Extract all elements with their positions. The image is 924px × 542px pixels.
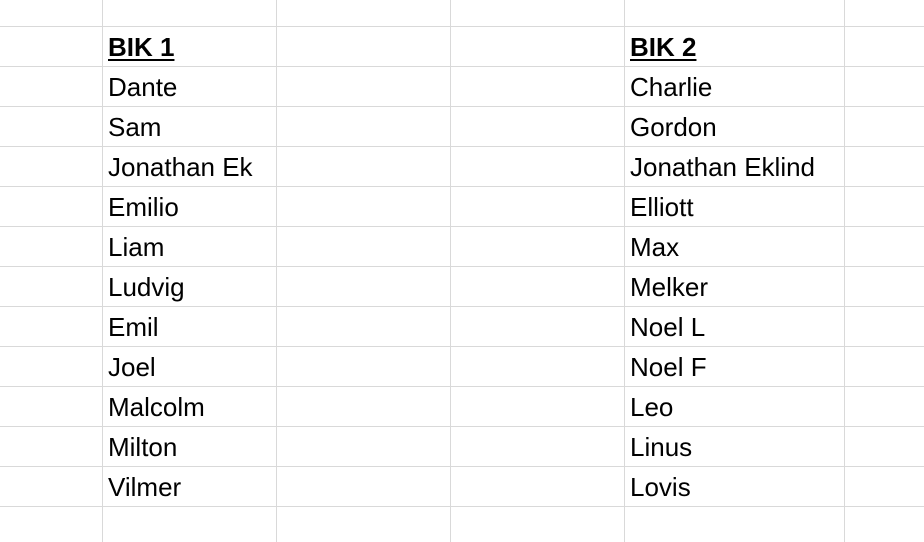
- name-cell[interactable]: Noel F: [630, 352, 707, 382]
- name-cell[interactable]: Max: [630, 232, 680, 262]
- row-gridline: [0, 266, 924, 267]
- name-cell[interactable]: Emil: [108, 312, 159, 342]
- name-cell[interactable]: Lovis: [630, 472, 691, 502]
- row-gridline: [0, 426, 924, 427]
- row-gridline: [0, 66, 924, 67]
- name-cell[interactable]: Emilio: [108, 192, 179, 222]
- name-cell[interactable]: Charlie: [630, 72, 713, 102]
- row-gridline: [0, 466, 924, 467]
- row-gridline: [0, 186, 924, 187]
- name-cell[interactable]: Liam: [108, 232, 165, 262]
- name-cell[interactable]: Noel L: [630, 312, 706, 342]
- column-gridline: [624, 0, 625, 542]
- row-gridline: [0, 506, 924, 507]
- row-gridline: [0, 386, 924, 387]
- column-header-cell[interactable]: BIK 1: [108, 32, 175, 62]
- row-gridline: [0, 26, 924, 27]
- name-cell[interactable]: Dante: [108, 72, 178, 102]
- column-gridline: [844, 0, 845, 542]
- name-cell[interactable]: Milton: [108, 432, 178, 462]
- name-cell[interactable]: Vilmer: [108, 472, 182, 502]
- name-cell[interactable]: Leo: [630, 392, 674, 422]
- row-gridline: [0, 346, 924, 347]
- name-cell[interactable]: Ludvig: [108, 272, 185, 302]
- name-cell[interactable]: Melker: [630, 272, 709, 302]
- column-gridline: [450, 0, 451, 542]
- column-gridline: [102, 0, 103, 542]
- name-cell[interactable]: Linus: [630, 432, 693, 462]
- name-cell[interactable]: Jonathan Ek: [108, 152, 253, 182]
- row-gridline: [0, 226, 924, 227]
- column-header-cell[interactable]: BIK 2: [630, 32, 697, 62]
- row-gridline: [0, 146, 924, 147]
- name-cell[interactable]: Jonathan Eklind: [630, 152, 816, 182]
- name-cell[interactable]: Gordon: [630, 112, 717, 142]
- row-gridline: [0, 106, 924, 107]
- name-cell[interactable]: Elliott: [630, 192, 694, 222]
- row-gridline: [0, 306, 924, 307]
- name-cell[interactable]: Joel: [108, 352, 156, 382]
- name-cell[interactable]: Malcolm: [108, 392, 205, 422]
- name-cell[interactable]: Sam: [108, 112, 162, 142]
- column-gridline: [276, 0, 277, 542]
